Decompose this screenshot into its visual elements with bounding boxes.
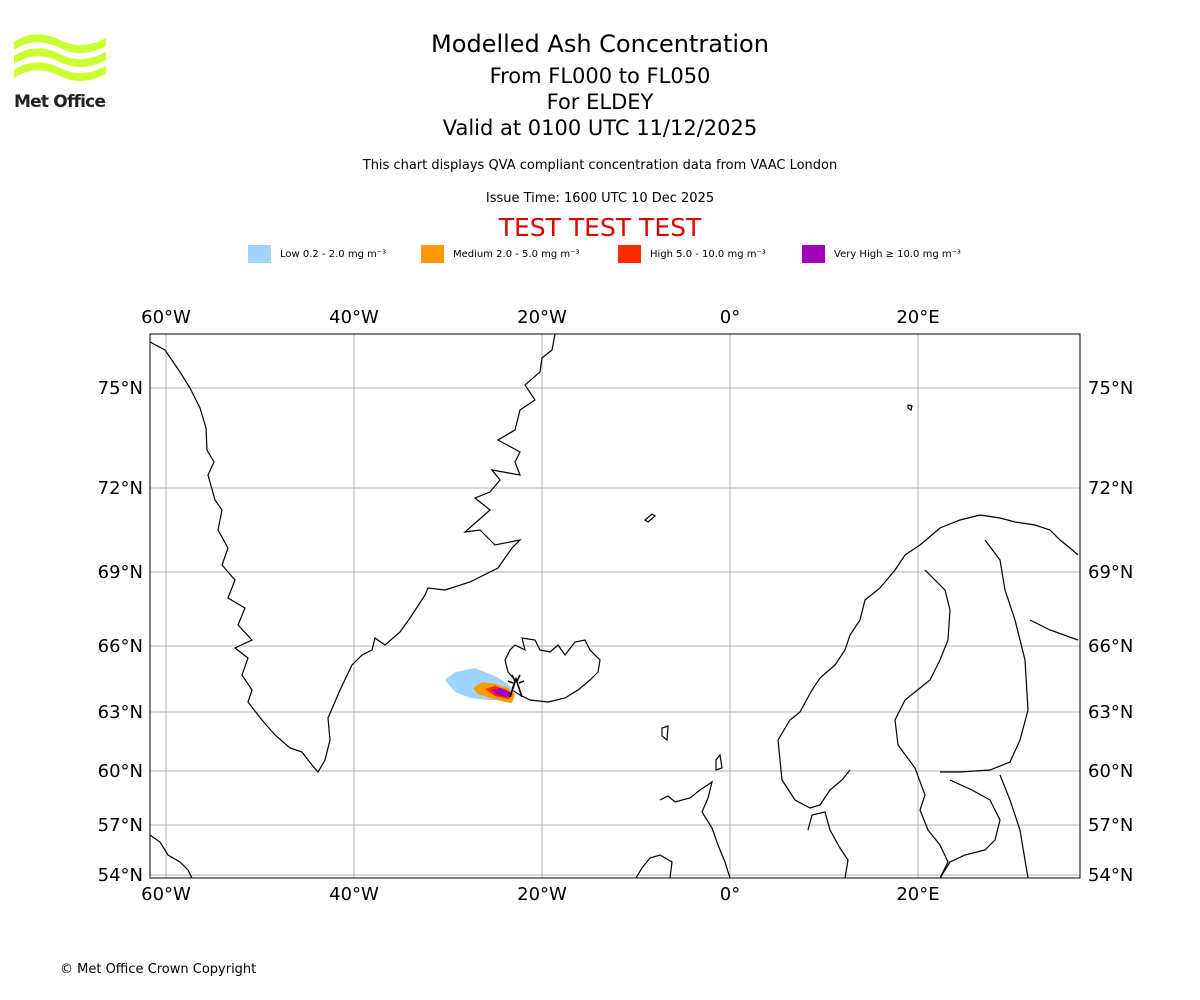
map-frame: [149, 333, 1081, 879]
iceland-coast: [504, 637, 601, 703]
right-lat-tick-label: 60°N: [1088, 761, 1133, 782]
bottom-lon-tick-label: 60°W: [141, 884, 191, 905]
left-lat-tick-label: 63°N: [98, 702, 143, 723]
bottom-lon-tick-label: 20°E: [896, 884, 939, 905]
legend-swatch-medium: [421, 245, 444, 263]
volcano-marker-icon: [507, 674, 525, 698]
top-lon-tick-label: 60°W: [141, 307, 191, 328]
met-office-waves-logo-icon: [14, 34, 106, 82]
bottom-lon-tick-label: 40°W: [329, 884, 379, 905]
top-lon-tick-label: 20°W: [517, 307, 567, 328]
right-lat-tick-label: 69°N: [1088, 562, 1133, 583]
chart-description: This chart displays QVA compliant concen…: [362, 158, 838, 173]
legend-swatch-very-high: [802, 245, 825, 263]
denmark-coast: [807, 811, 849, 879]
left-lat-tick-label: 57°N: [98, 815, 143, 836]
right-lat-tick-label: 57°N: [1088, 815, 1133, 836]
ash-plume-very-high: [492, 688, 512, 697]
top-lon-tick-label: 40°W: [329, 307, 379, 328]
legend-label-medium: Medium 2.0 - 5.0 mg m⁻³: [453, 248, 580, 260]
greenland-coast: [149, 333, 556, 774]
scandinavia-coast: [777, 514, 1079, 761]
bottom-lon-tick-label: 0°: [720, 884, 740, 905]
legend-item-high: High 5.0 - 10.0 mg m⁻³: [618, 244, 766, 264]
chart-title: Modelled Ash Concentration: [431, 30, 769, 58]
legend-swatch-high: [618, 245, 641, 263]
legend-label-very-high: Very High ≥ 10.0 mg m⁻³: [834, 248, 961, 260]
baltic-east-coast: [999, 774, 1029, 879]
legend-item-very-high: Very High ≥ 10.0 mg m⁻³: [802, 244, 961, 264]
ireland-coast: [635, 854, 673, 879]
concentration-legend: Low 0.2 - 2.0 mg m⁻³ Medium 2.0 - 5.0 mg…: [0, 244, 1200, 264]
shetland-coast: [715, 753, 723, 771]
faroes-coast: [661, 725, 669, 742]
russia-coast: [1029, 619, 1079, 641]
baltic-states-coast: [939, 779, 1001, 879]
right-lat-tick-label: 75°N: [1088, 378, 1133, 399]
valid-time: Valid at 0100 UTC 11/12/2025: [442, 116, 758, 140]
labrador-coast: [149, 834, 193, 879]
left-lat-tick-label: 60°N: [98, 761, 143, 782]
uk-coast: [659, 780, 731, 879]
bottom-lon-tick-label: 20°W: [517, 884, 567, 905]
legend-swatch-low: [248, 245, 271, 263]
top-lon-tick-label: 0°: [720, 307, 740, 328]
coastlines: [149, 333, 1079, 879]
jan-mayen-coast: [644, 513, 656, 523]
met-office-logo: [14, 30, 106, 112]
issue-time: Issue Time: 1600 UTC 10 Dec 2025: [485, 191, 715, 206]
left-lat-tick-label: 69°N: [98, 562, 143, 583]
copyright-notice: © Met Office Crown Copyright: [60, 962, 257, 977]
location-label: For ELDEY: [546, 90, 654, 114]
norway-south-coast: [779, 759, 851, 809]
legend-item-low: Low 0.2 - 2.0 mg m⁻³: [248, 244, 386, 264]
legend-label-low: Low 0.2 - 2.0 mg m⁻³: [280, 248, 387, 260]
map-gridlines: [150, 334, 1080, 878]
axis-tick-labels: 60°W 60°W 40°W 40°W 20°W 20°W 0° 0° 20°E 20°E 75°N…: [98, 307, 1134, 905]
top-lon-tick-label: 20°E: [896, 307, 939, 328]
legend-item-medium: Medium 2.0 - 5.0 mg m⁻³: [421, 244, 579, 264]
left-lat-tick-label: 75°N: [98, 378, 143, 399]
left-lat-tick-label: 72°N: [98, 478, 143, 499]
right-lat-tick-label: 72°N: [1088, 478, 1133, 499]
right-lat-tick-label: 54°N: [1088, 865, 1133, 886]
left-lat-tick-label: 54°N: [98, 865, 143, 886]
left-lat-tick-label: 66°N: [98, 636, 143, 657]
met-office-logo-text: Met Office: [14, 92, 106, 112]
right-lat-tick-label: 66°N: [1088, 636, 1133, 657]
bear-island-coast: [907, 404, 913, 411]
right-lat-tick-label: 63°N: [1088, 702, 1133, 723]
finland-border: [940, 539, 1029, 773]
ash-plume: [445, 668, 515, 703]
legend-label-high: High 5.0 - 10.0 mg m⁻³: [650, 248, 766, 260]
flight-level-range: From FL000 to FL050: [489, 64, 711, 88]
test-banner: TEST TEST TEST: [498, 213, 702, 242]
sweden-border: [894, 569, 951, 879]
